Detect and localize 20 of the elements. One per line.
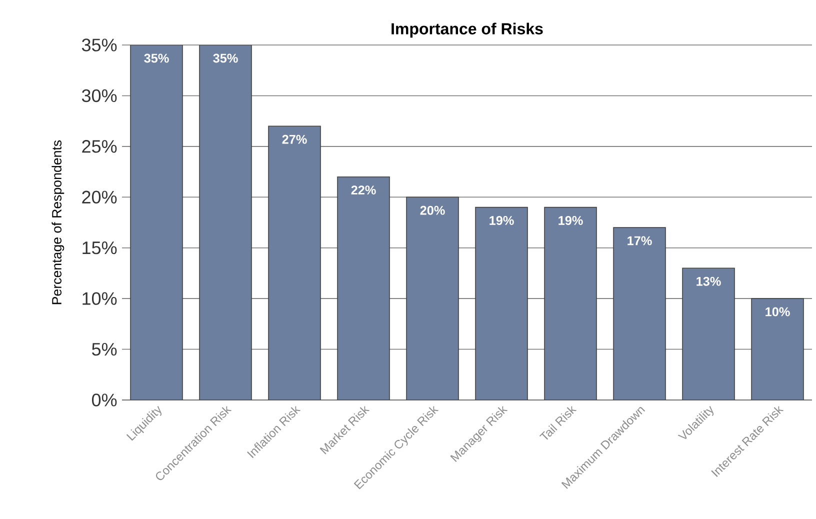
- data-label: 35%: [144, 54, 169, 63]
- data-label: 19%: [490, 216, 514, 225]
- y-tick-label: 30%: [82, 89, 117, 102]
- data-label: 19%: [558, 216, 583, 225]
- y-tick-label: 10%: [82, 292, 117, 305]
- data-label: 10%: [766, 307, 790, 316]
- y-tick-label: 15%: [82, 242, 117, 254]
- y-tick-label: 0%: [92, 394, 117, 406]
- data-label: 13%: [696, 276, 721, 286]
- data-label: 20%: [420, 206, 445, 215]
- data-label: 17%: [628, 236, 652, 246]
- data-label: 27%: [282, 134, 307, 144]
- y-tick-label: 5%: [92, 342, 117, 356]
- y-tick-label: 35%: [82, 38, 117, 52]
- data-label: 35%: [213, 54, 238, 63]
- data-label: 22%: [351, 186, 376, 195]
- chart-title: Importance of Risks: [392, 22, 543, 38]
- y-tick-label: 25%: [82, 140, 117, 153]
- y-tick-label: 20%: [82, 190, 117, 204]
- y-axis-title: Percentage of Respondents: [52, 140, 64, 304]
